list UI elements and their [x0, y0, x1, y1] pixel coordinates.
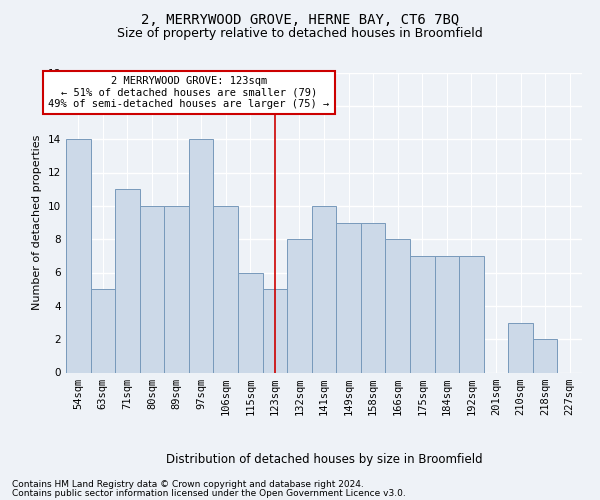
Bar [410, 256, 434, 372]
Bar [533, 339, 557, 372]
Bar [263, 289, 287, 372]
Text: Distribution of detached houses by size in Broomfield: Distribution of detached houses by size … [166, 452, 482, 466]
Bar [336, 222, 361, 372]
Text: 2 MERRYWOOD GROVE: 123sqm
← 51% of detached houses are smaller (79)
49% of semi-: 2 MERRYWOOD GROVE: 123sqm ← 51% of detac… [48, 76, 329, 109]
Bar [287, 239, 312, 372]
Text: Size of property relative to detached houses in Broomfield: Size of property relative to detached ho… [117, 28, 483, 40]
Text: Contains HM Land Registry data © Crown copyright and database right 2024.: Contains HM Land Registry data © Crown c… [12, 480, 364, 489]
Bar [434, 256, 459, 372]
Text: 2, MERRYWOOD GROVE, HERNE BAY, CT6 7BQ: 2, MERRYWOOD GROVE, HERNE BAY, CT6 7BQ [141, 12, 459, 26]
Bar [91, 289, 115, 372]
Bar [238, 272, 263, 372]
Bar [459, 256, 484, 372]
Bar [164, 206, 189, 372]
Bar [115, 189, 140, 372]
Text: Contains public sector information licensed under the Open Government Licence v3: Contains public sector information licen… [12, 488, 406, 498]
Bar [140, 206, 164, 372]
Bar [361, 222, 385, 372]
Bar [508, 322, 533, 372]
Bar [312, 206, 336, 372]
Bar [189, 139, 214, 372]
Bar [214, 206, 238, 372]
Bar [385, 239, 410, 372]
Y-axis label: Number of detached properties: Number of detached properties [32, 135, 43, 310]
Bar [66, 139, 91, 372]
